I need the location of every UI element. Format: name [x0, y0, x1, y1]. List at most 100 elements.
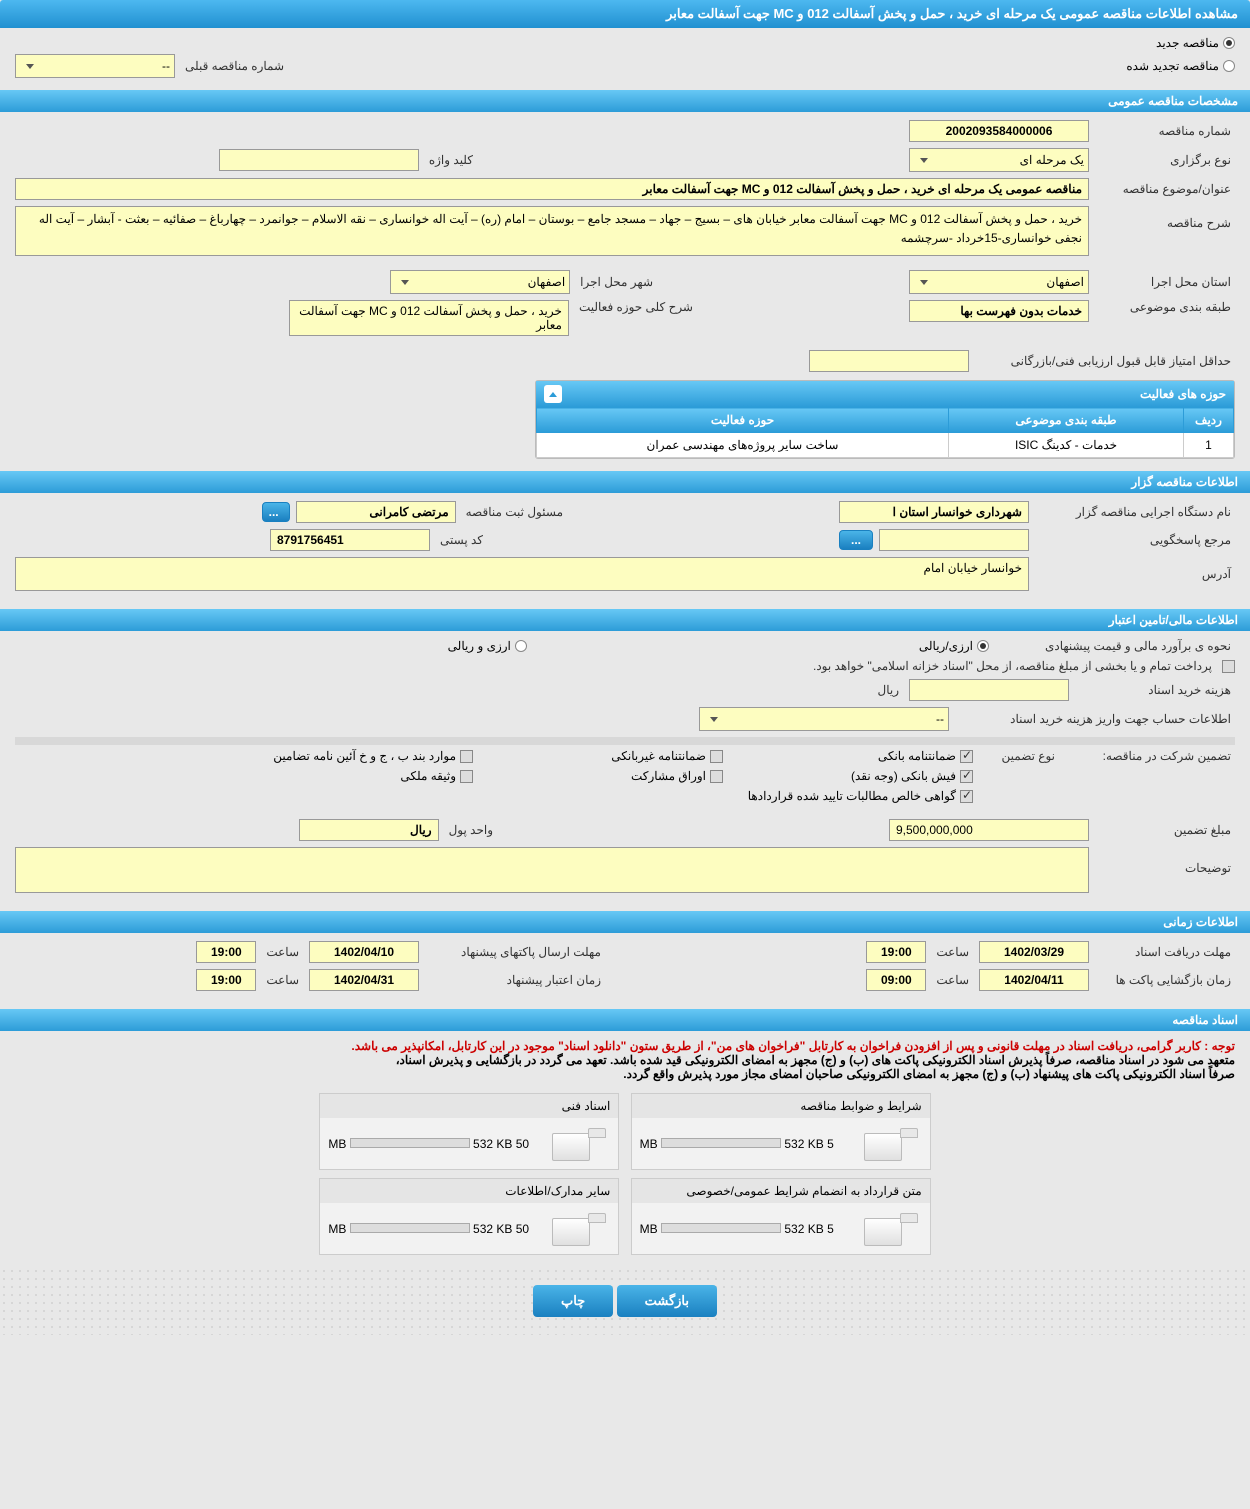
notes-textarea[interactable]: [15, 847, 1089, 893]
doc-title: شرایط و ضوابط مناقصه: [632, 1094, 930, 1118]
class-value: خدمات بدون فهرست بها: [909, 300, 1089, 322]
doc-used: 532 KB: [784, 1222, 823, 1236]
radio-icon: [1223, 60, 1235, 72]
checkbox-treasury[interactable]: [1222, 660, 1235, 673]
province-select[interactable]: اصفهان: [909, 270, 1089, 294]
checkbox-cert[interactable]: [960, 790, 973, 803]
radio-new-tender[interactable]: مناقصه جدید: [15, 36, 1235, 50]
prev-tender-select[interactable]: --: [15, 54, 175, 78]
credit-time: 19:00: [196, 969, 256, 991]
subject-label: عنوان/موضوع مناقصه: [1095, 182, 1235, 196]
check-label: ضمانتنامه غیربانکی: [611, 749, 706, 763]
folder-icon[interactable]: [882, 1211, 922, 1246]
time-label: ساعت: [262, 973, 303, 987]
doc-card: سایر مدارک/اطلاعات 50 MB 532 KB: [319, 1178, 619, 1255]
time-label: ساعت: [262, 945, 303, 959]
radio-label: مناقصه جدید: [1156, 36, 1219, 50]
activity-field-value: خرید ، حمل و پخش آسفالت 012 و MC جهت آسف…: [289, 300, 569, 336]
section-docs-header: اسناد مناقصه: [0, 1009, 1250, 1031]
progress-bar: [350, 1138, 470, 1148]
col-field: حوزه فعالیت: [537, 408, 949, 433]
progress-bar: [350, 1223, 470, 1233]
checkbox-property[interactable]: [460, 770, 473, 783]
min-score-input[interactable]: [809, 350, 969, 372]
doc-deadline-time: 19:00: [866, 941, 926, 963]
open-label: زمان بازگشایی پاکت ها: [1095, 973, 1235, 987]
resp-ref-value[interactable]: [879, 529, 1029, 551]
black-note-1: متعهد می شود در اسناد مناقصه، صرفاً پذیر…: [15, 1053, 1235, 1067]
folder-icon[interactable]: [882, 1126, 922, 1161]
check-label: موارد بند ب ، ج و خ آئین نامه تضامین: [273, 749, 456, 763]
doc-cost-unit: ریال: [873, 683, 903, 697]
radio-icon: [515, 640, 527, 652]
keyword-input[interactable]: [219, 149, 419, 171]
hold-type-select[interactable]: یک مرحله ای: [909, 148, 1089, 172]
g-amount-label: مبلغ تضمین: [1095, 823, 1235, 837]
subject-value: مناقصه عمومی یک مرحله ای خرید ، حمل و پخ…: [15, 178, 1089, 200]
address-label: آدرس: [1035, 567, 1235, 581]
radio-label: مناقصه تجدید شده: [1126, 59, 1219, 73]
currency-value: ریال: [299, 819, 439, 841]
credit-label: زمان اعتبار پیشنهاد: [425, 973, 605, 987]
notes-label: توضیحات: [1095, 847, 1235, 875]
section-finance-header: اطلاعات مالی/تامین اعتبار: [0, 609, 1250, 631]
open-time: 09:00: [866, 969, 926, 991]
credit-date: 1402/04/31: [309, 969, 419, 991]
est-method-label: نحوه ی برآورد مالی و قیمت پیشنهادی: [995, 639, 1235, 653]
back-button[interactable]: بازگشت: [617, 1285, 717, 1317]
folder-icon[interactable]: [570, 1211, 610, 1246]
doc-cost-label: هزینه خرید اسناد: [1075, 683, 1235, 697]
more-button[interactable]: ...: [839, 530, 873, 550]
folder-icon[interactable]: [570, 1126, 610, 1161]
print-button[interactable]: چاپ: [533, 1285, 613, 1317]
doc-deadline-date: 1402/03/29: [979, 941, 1089, 963]
doc-card: اسناد فنی 50 MB 532 KB: [319, 1093, 619, 1170]
currency-label: واحد پول: [445, 823, 497, 837]
progress-bar: [661, 1138, 781, 1148]
col-row: ردیف: [1184, 408, 1234, 433]
col-class: طبقه بندی موضوعی: [949, 408, 1184, 433]
postal-value: 8791756451: [270, 529, 430, 551]
doc-used: 532 KB: [784, 1137, 823, 1151]
exec-label: نام دستگاه اجرایی مناقصه گزار: [1035, 505, 1235, 519]
env-send-label: مهلت ارسال پاکتهای پیشنهاد: [425, 945, 605, 959]
section-org-header: اطلاعات مناقصه گزار: [0, 471, 1250, 493]
guarantee-label: تضمین شرکت در مناقصه:: [1065, 749, 1235, 763]
radio-rial[interactable]: ارزی/ریالی: [919, 639, 989, 653]
red-note: توجه : کاربر گرامی، دریافت اسناد در مهلت…: [15, 1039, 1235, 1053]
doc-deadline-label: مهلت دریافت اسناد: [1095, 945, 1235, 959]
black-note-2: صرفاً اسناد الکترونیکی پاکت های پیشنهاد …: [15, 1067, 1235, 1081]
account-select[interactable]: --: [699, 707, 949, 731]
min-score-label: حداقل امتیاز قابل قبول ارزیابی فنی/بازرگ…: [975, 354, 1235, 368]
time-label: ساعت: [932, 945, 973, 959]
doc-cost-input[interactable]: [909, 679, 1069, 701]
section-general-header: مشخصات مناقصه عمومی: [0, 90, 1250, 112]
checkbox-nonbank-guarantee[interactable]: [710, 750, 723, 763]
payment-note: پرداخت تمام و یا بخشی از مبلغ مناقصه، از…: [809, 659, 1216, 673]
resp-ref-label: مرجع پاسخگویی: [1035, 533, 1235, 547]
hold-type-label: نوع برگزاری: [1095, 153, 1235, 167]
progress-bar: [661, 1223, 781, 1233]
radio-curr[interactable]: ارزی و ریالی: [448, 639, 527, 653]
checkbox-bank-fish[interactable]: [960, 770, 973, 783]
chevron-down-icon: [920, 280, 928, 285]
checkbox-stock[interactable]: [710, 770, 723, 783]
radio-renewed-tender[interactable]: مناقصه تجدید شده: [1126, 59, 1235, 73]
more-button[interactable]: ...: [262, 502, 290, 522]
doc-used: 532 KB: [473, 1222, 512, 1236]
reg-resp-label: مسئول ثبت مناقصه: [462, 505, 567, 519]
radio-label: ارزی و ریالی: [448, 639, 511, 653]
account-label: اطلاعات حساب جهت واریز هزینه خرید اسناد: [955, 712, 1235, 726]
city-select[interactable]: اصفهان: [390, 270, 570, 294]
activities-title: حوزه های فعالیت: [1140, 387, 1226, 401]
keyword-label: کلید واژه: [425, 153, 477, 167]
doc-card: متن قرارداد به انضمام شرایط عمومی/خصوصی …: [631, 1178, 931, 1255]
collapse-icon[interactable]: [544, 385, 562, 403]
page-title: مشاهده اطلاعات مناقصه عمومی یک مرحله ای …: [0, 0, 1250, 28]
time-label: ساعت: [932, 973, 973, 987]
doc-used: 532 KB: [473, 1137, 512, 1151]
checkbox-bank-guarantee[interactable]: [960, 750, 973, 763]
checkbox-regs[interactable]: [460, 750, 473, 763]
tender-no-label: شماره مناقصه: [1095, 124, 1235, 138]
class-label: طبقه بندی موضوعی: [1095, 300, 1235, 314]
